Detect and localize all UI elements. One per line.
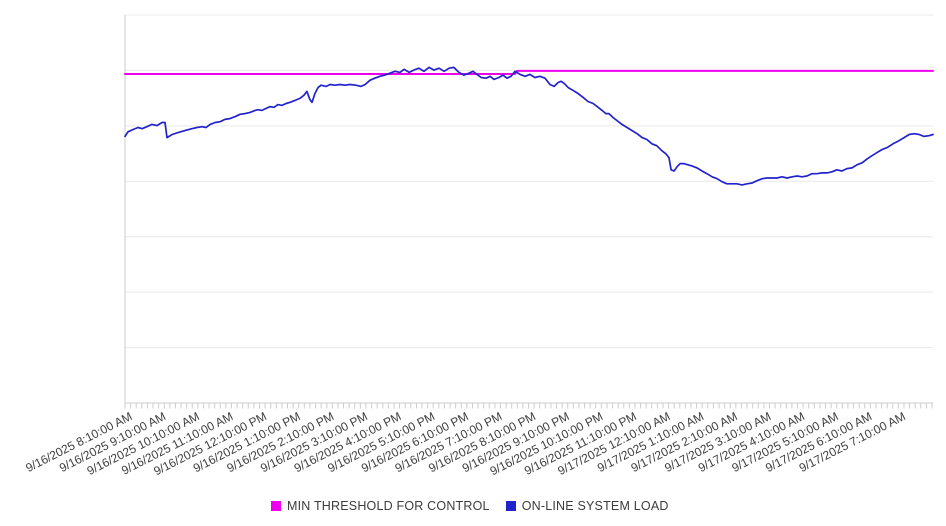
chart-canvas: 9/16/2025 8:10:00 AM9/16/2025 9:10:00 AM… [23, 14, 934, 478]
legend: MIN THRESHOLD FOR CONTROL ON-LINE SYSTEM… [271, 499, 669, 513]
legend-swatch-min-threshold [271, 501, 281, 511]
legend-label-online-system-load: ON-LINE SYSTEM LOAD [521, 499, 669, 513]
legend-item-online-system-load[interactable]: ON-LINE SYSTEM LOAD [505, 499, 669, 513]
system-load-line [124, 66, 934, 186]
legend-item-min-threshold[interactable]: MIN THRESHOLD FOR CONTROL [271, 499, 490, 513]
threshold-line [124, 69, 934, 75]
legend-swatch-online-system-load [505, 501, 516, 511]
legend-label-min-threshold: MIN THRESHOLD FOR CONTROL [287, 499, 490, 513]
